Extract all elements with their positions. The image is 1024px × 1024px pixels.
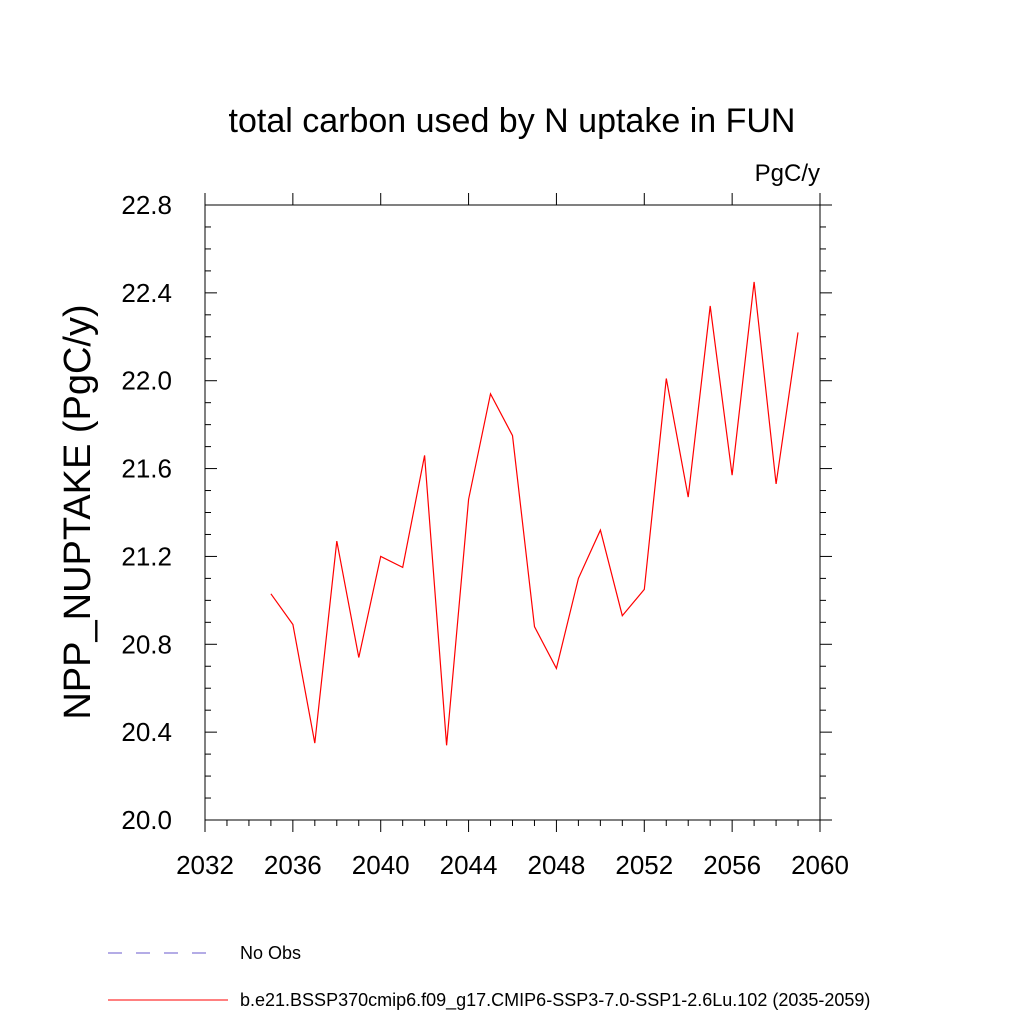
x-tick-label: 2032 xyxy=(176,850,234,880)
x-axis: 2032 2036 2040 2044 2048 2052 2056 2060 xyxy=(176,193,849,880)
x-tick-label: 2048 xyxy=(528,850,586,880)
x-tick-label: 2040 xyxy=(352,850,410,880)
y-tick-label: 22.0 xyxy=(121,366,172,396)
y-tick-label: 21.2 xyxy=(121,541,172,571)
x-tick-label: 2044 xyxy=(440,850,498,880)
legend-label-no-obs: No Obs xyxy=(240,943,301,963)
series-line xyxy=(270,281,799,746)
x-tick-label: 2060 xyxy=(791,850,849,880)
y-axis: 20.0 20.4 20.8 21.2 21.6 22.0 22.4 22.8 xyxy=(121,190,832,835)
x-tick-label: 2056 xyxy=(703,850,761,880)
series-layer xyxy=(270,281,799,746)
chart-title: total carbon used by N uptake in FUN xyxy=(229,102,796,140)
x-tick-label: 2036 xyxy=(264,850,322,880)
y-axis-label: NPP_NUPTAKE (PgC/y) xyxy=(57,304,99,719)
units-label: PgC/y xyxy=(755,160,820,187)
x-tick-label: 2052 xyxy=(615,850,673,880)
y-tick-label: 20.0 xyxy=(121,805,172,835)
y-tick-label: 22.4 xyxy=(121,278,172,308)
plot-area xyxy=(204,204,821,821)
legend-label-series: b.e21.BSSP370cmip6.f09_g17.CMIP6-SSP3-7.… xyxy=(240,990,870,1011)
plot-frame xyxy=(204,204,821,821)
legend: No Obs b.e21.BSSP370cmip6.f09_g17.CMIP6-… xyxy=(108,943,870,1011)
y-tick-label: 21.6 xyxy=(121,454,172,484)
y-tick-label: 20.8 xyxy=(121,629,172,659)
y-tick-label: 20.4 xyxy=(121,717,172,747)
y-tick-label: 22.8 xyxy=(121,190,172,220)
